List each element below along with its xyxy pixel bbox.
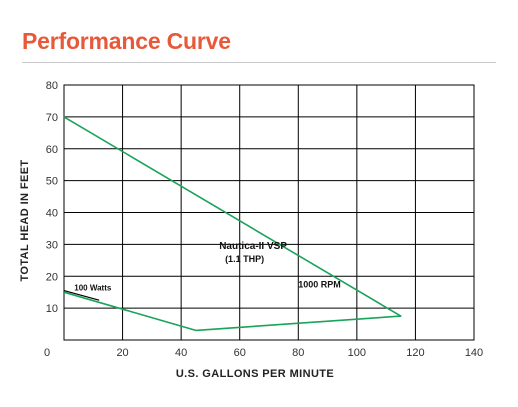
x-axis-title: U.S. GALLONS PER MINUTE [176,368,334,380]
y-tick-label: 70 [46,112,58,124]
chart-annotation: (1.1 THP) [225,254,264,264]
x-tick-label: 140 [465,347,483,359]
chart-annotations: Nautica-II VSP (1.1 THP) 1000 RPM 100 Watts [63,241,341,301]
chart-tick-labels: 0 20 40 60 80 100 120 140 10 20 30 40 50 60 70 80 [44,80,483,359]
chart-series-layer [63,116,402,332]
chart-annotation: 100 Watts [74,284,112,293]
x-tick-label: 20 [116,347,128,359]
chart-annotation: Nautica-II VSP [219,241,287,252]
title-rule [22,62,496,63]
y-axis-title: TOTAL HEAD IN FEET [19,159,31,281]
y-tick-label: 30 [46,239,58,251]
x-tick-label: 80 [292,347,304,359]
chart-grid [63,84,475,341]
y-tick-label: 80 [46,80,58,92]
x-tick-label: 40 [175,347,187,359]
chart-annotation: 1000 RPM [298,279,341,289]
annotation-pointer [63,290,100,301]
y-tick-label: 50 [46,176,58,188]
x-tick-label: 60 [234,347,246,359]
y-tick-label: 10 [46,303,58,315]
page-title: Performance Curve [22,28,231,54]
y-tick-label: 20 [46,271,58,283]
series-line [63,116,402,332]
y-tick-label: 60 [46,144,58,156]
y-tick-label: 40 [46,208,58,220]
x-tick-label: 120 [406,347,424,359]
x-tick-label: 100 [348,347,366,359]
x-tick-label: 0 [44,347,50,359]
